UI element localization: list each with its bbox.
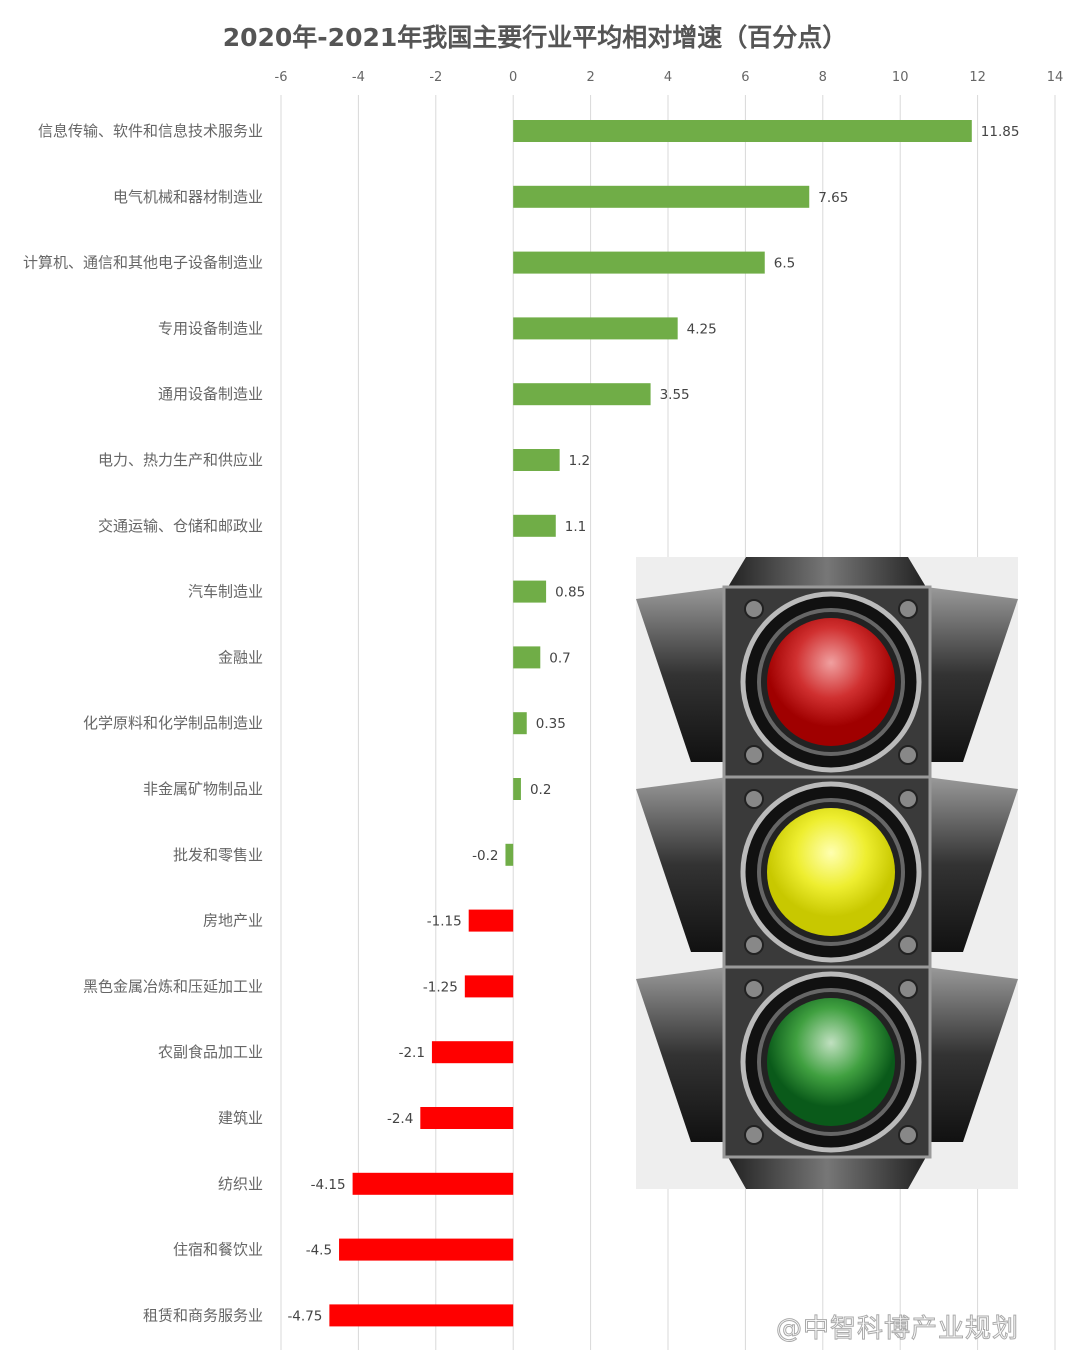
- data-label: 3.55: [660, 387, 690, 403]
- category-label: 住宿和餐饮业: [173, 1241, 263, 1259]
- data-label: 0.2: [530, 782, 551, 798]
- bar: [513, 580, 547, 603]
- category-label: 交通运输、仓储和邮政业: [98, 517, 263, 535]
- data-label: -0.2: [472, 848, 498, 864]
- x-tick-label: 0: [509, 70, 517, 85]
- x-tick-label: 6: [741, 70, 749, 85]
- bar: [420, 1107, 514, 1129]
- x-tick-label: 8: [819, 70, 827, 85]
- chart-title: 2020年-2021年我国主要行业平均相对增速（百分点）: [222, 23, 848, 52]
- category-label: 信息传输、软件和信息技术服务业: [38, 122, 263, 140]
- bar: [513, 120, 972, 142]
- category-label: 汽车制造业: [188, 583, 263, 601]
- x-tick-label: 12: [969, 70, 986, 85]
- data-label: 0.35: [536, 716, 566, 732]
- x-tick-label: 4: [664, 70, 672, 85]
- bar: [339, 1238, 514, 1261]
- category-label: 房地产业: [203, 912, 263, 930]
- bar: [513, 514, 556, 537]
- category-label: 金融业: [218, 648, 263, 666]
- category-label: 计算机、通信和其他电子设备制造业: [23, 254, 263, 272]
- x-tick-label: -2: [429, 70, 442, 85]
- bar: [513, 317, 678, 340]
- data-label: -2.4: [387, 1111, 413, 1127]
- data-label: -1.15: [427, 914, 462, 930]
- category-label: 租赁和商务服务业: [143, 1306, 263, 1324]
- category-label: 非金属矿物制品业: [143, 780, 263, 798]
- bar: [431, 1041, 514, 1064]
- x-tick-label: 10: [892, 70, 909, 85]
- bar: [352, 1172, 514, 1195]
- data-label: 1.2: [569, 453, 590, 469]
- category-label: 黑色金属冶炼和压延加工业: [83, 977, 263, 995]
- category-label: 农副食品加工业: [158, 1043, 263, 1061]
- category-label: 专用设备制造业: [158, 319, 263, 337]
- bar: [513, 185, 810, 208]
- bar: [513, 251, 765, 274]
- category-label: 纺织业: [218, 1175, 263, 1193]
- x-tick-label: 2: [586, 70, 594, 85]
- data-label: 11.85: [981, 124, 1020, 140]
- category-label: 电力、热力生产和供应业: [98, 451, 263, 469]
- category-label: 通用设备制造业: [158, 385, 263, 403]
- traffic-light-icon: [636, 557, 1018, 1189]
- data-label: 1.1: [565, 519, 586, 535]
- data-label: 6.5: [774, 256, 795, 272]
- bar: [468, 909, 514, 932]
- data-label: -4.75: [287, 1308, 322, 1324]
- data-label: -2.1: [399, 1045, 425, 1061]
- x-tick-label: 14: [1047, 70, 1064, 85]
- x-tick-label: -4: [352, 70, 365, 85]
- data-label: -4.5: [306, 1243, 332, 1259]
- data-label: -4.15: [311, 1177, 346, 1193]
- data-label: -1.25: [423, 979, 458, 995]
- watermark: @中智科博产业规划: [775, 1314, 1020, 1345]
- bar: [513, 383, 651, 406]
- data-label: 4.25: [687, 321, 717, 337]
- bar: [513, 778, 521, 800]
- category-label: 电气机械和器材制造业: [113, 188, 263, 206]
- data-label: 0.85: [555, 585, 585, 601]
- bar: [513, 449, 560, 471]
- bar: [505, 843, 514, 866]
- bar: [513, 712, 527, 735]
- bar: [329, 1304, 514, 1327]
- x-tick-label: -6: [275, 70, 288, 85]
- data-label: 7.65: [818, 190, 848, 206]
- category-label: 建筑业: [218, 1109, 263, 1127]
- category-label: 化学原料和化学制品制造业: [83, 714, 263, 732]
- category-label: 批发和零售业: [173, 846, 263, 864]
- bar: [464, 975, 514, 998]
- bar: [513, 646, 541, 669]
- data-label: 0.7: [549, 650, 570, 666]
